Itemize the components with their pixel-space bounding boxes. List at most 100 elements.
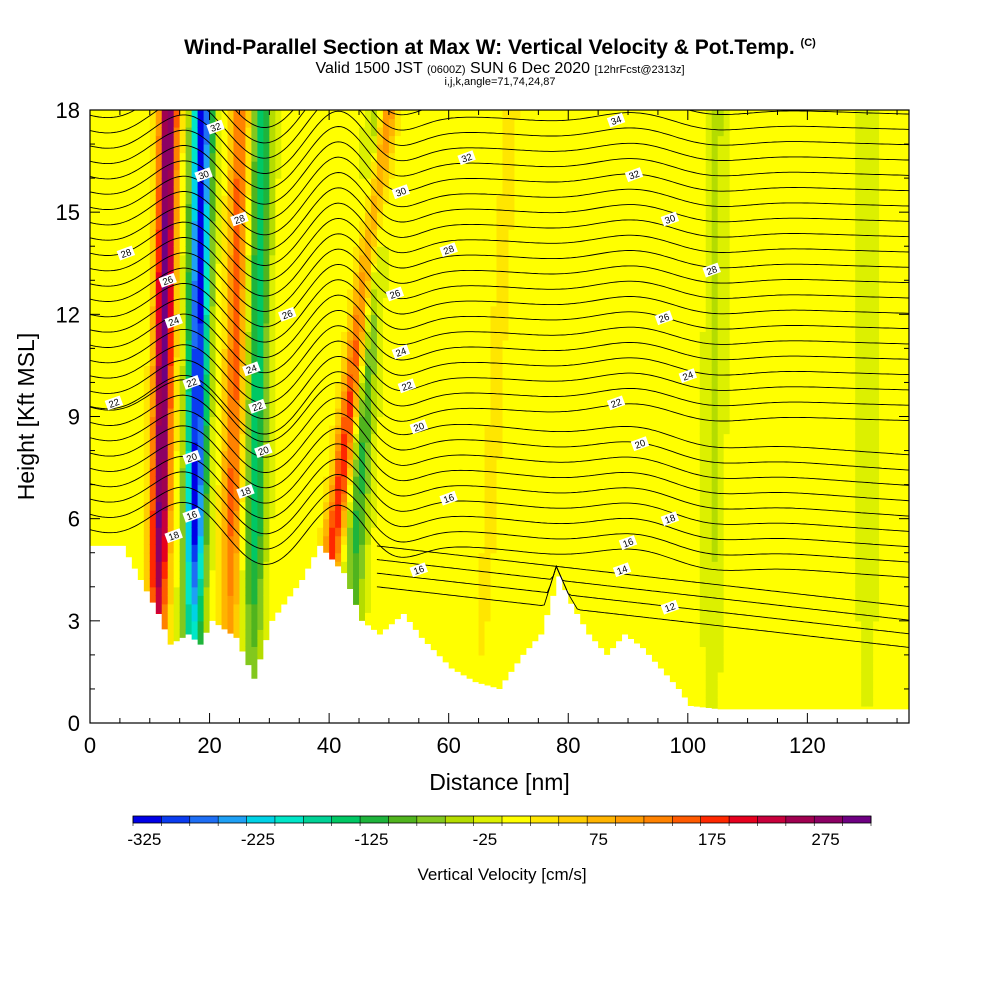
velocity-cell <box>95 110 103 120</box>
velocity-cell <box>376 246 384 256</box>
velocity-cell <box>370 254 378 264</box>
velocity-cell <box>215 356 223 367</box>
velocity-cell <box>173 484 181 494</box>
velocity-cell <box>406 527 414 537</box>
velocity-cell <box>293 297 300 307</box>
velocity-cell <box>119 510 127 520</box>
velocity-cell <box>347 288 354 298</box>
velocity-cell <box>359 544 366 554</box>
velocity-cell <box>460 178 468 188</box>
velocity-cell <box>125 195 133 205</box>
velocity-cell <box>227 586 235 596</box>
velocity-cell <box>143 203 151 213</box>
velocity-cell <box>353 356 360 367</box>
velocity-cell <box>239 595 247 605</box>
velocity-cell <box>263 110 270 120</box>
velocity-cell <box>454 484 462 494</box>
velocity-cell <box>424 433 432 443</box>
velocity-cell <box>412 280 420 290</box>
velocity-cell <box>167 288 175 298</box>
velocity-cell <box>305 212 312 222</box>
velocity-cell <box>257 578 264 588</box>
velocity-cell <box>376 535 384 545</box>
velocity-cell <box>454 569 462 579</box>
velocity-cell <box>191 442 199 452</box>
velocity-cell <box>454 637 462 647</box>
velocity-cell <box>341 373 348 384</box>
velocity-cell <box>179 399 187 409</box>
velocity-cell <box>263 484 270 494</box>
velocity-cell <box>251 561 258 571</box>
velocity-cell <box>281 237 288 247</box>
velocity-cell <box>251 646 258 656</box>
velocity-cell <box>472 629 480 639</box>
velocity-cell <box>119 484 127 494</box>
velocity-cell <box>263 246 270 256</box>
velocity-cell <box>95 390 103 401</box>
velocity-cell <box>454 518 462 528</box>
velocity-cell <box>418 518 426 528</box>
velocity-cell <box>251 510 258 520</box>
velocity-cell <box>269 314 276 324</box>
velocity-cell <box>341 407 348 418</box>
velocity-cell <box>436 552 444 562</box>
velocity-cell <box>364 195 372 205</box>
velocity-cell <box>311 518 318 528</box>
velocity-cell <box>269 169 276 179</box>
velocity-cell <box>191 314 199 324</box>
velocity-cell <box>430 450 438 460</box>
velocity-cell <box>257 637 264 647</box>
velocity-cell <box>173 518 181 528</box>
velocity-cell <box>257 518 264 528</box>
velocity-cell <box>119 169 127 179</box>
velocity-cell <box>90 212 97 222</box>
velocity-cell <box>448 399 456 409</box>
velocity-cell <box>430 476 438 486</box>
velocity-cell <box>113 339 121 349</box>
velocity-cell <box>101 297 109 307</box>
velocity-cell <box>424 620 432 630</box>
velocity-cell <box>185 595 193 605</box>
velocity-cell <box>137 152 145 162</box>
velocity-cell <box>125 263 133 273</box>
velocity-cell <box>167 118 175 128</box>
velocity-cell <box>119 442 127 452</box>
velocity-cell <box>418 467 426 477</box>
velocity-cell <box>430 535 438 545</box>
velocity-cell <box>203 518 211 528</box>
velocity-cell <box>185 195 193 205</box>
velocity-cell <box>233 433 241 443</box>
velocity-cell <box>496 544 504 554</box>
velocity-cell <box>394 382 402 392</box>
velocity-cell <box>335 561 342 571</box>
velocity-cell <box>370 220 378 230</box>
velocity-cell <box>436 331 444 341</box>
velocity-cell <box>173 322 181 332</box>
velocity-cell <box>418 399 426 409</box>
velocity-cell <box>233 297 241 307</box>
velocity-cell <box>323 467 330 477</box>
velocity-cell <box>209 280 217 290</box>
velocity-cell <box>353 229 360 239</box>
velocity-cell <box>197 459 205 469</box>
velocity-cell <box>227 399 235 409</box>
velocity-cell <box>376 518 384 528</box>
velocity-cell <box>359 399 366 409</box>
velocity-cell <box>341 442 348 452</box>
velocity-cell <box>293 127 300 137</box>
velocity-cell <box>113 161 121 171</box>
velocity-cell <box>430 442 438 452</box>
velocity-cell <box>436 356 444 367</box>
velocity-cell <box>353 595 360 605</box>
velocity-cell <box>233 629 241 639</box>
velocity-cell <box>257 365 264 375</box>
velocity-cell <box>436 603 444 613</box>
velocity-cell <box>281 203 288 213</box>
velocity-cell <box>442 620 450 630</box>
velocity-cell <box>185 416 193 426</box>
velocity-cell <box>197 280 205 290</box>
velocity-cell <box>239 280 247 290</box>
velocity-cell <box>448 135 456 145</box>
velocity-cell <box>370 288 378 298</box>
velocity-cell <box>341 493 348 503</box>
